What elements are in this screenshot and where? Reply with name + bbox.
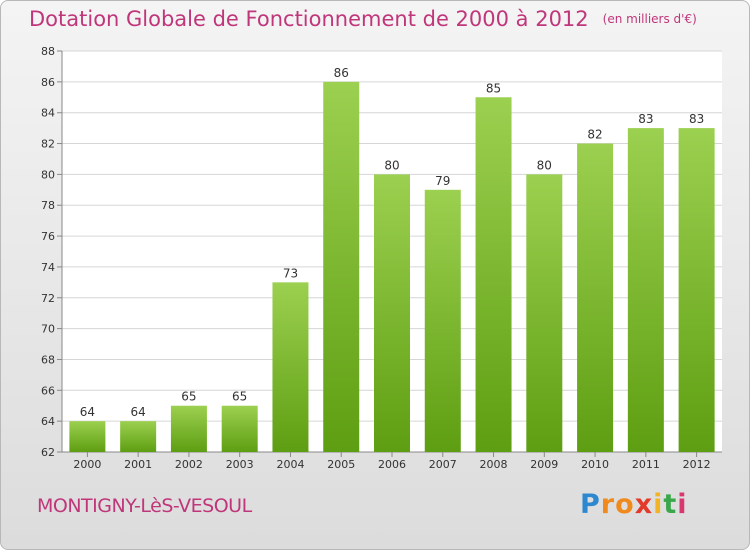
bar bbox=[323, 81, 360, 452]
bar-value-label: 64 bbox=[80, 405, 95, 419]
bar-value-label: 85 bbox=[486, 81, 501, 95]
x-tick-label: 2001 bbox=[124, 458, 152, 471]
logo-letter: t bbox=[663, 489, 678, 520]
bar-value-label: 73 bbox=[283, 266, 298, 280]
chart-title: Dotation Globale de Fonctionnement de 20… bbox=[29, 7, 697, 31]
bar bbox=[120, 421, 157, 452]
x-tick-label: 2011 bbox=[632, 458, 660, 471]
x-tick-label: 2000 bbox=[73, 458, 101, 471]
y-tick-label: 72 bbox=[41, 292, 55, 305]
logo-letter: r bbox=[600, 489, 616, 520]
y-tick-label: 84 bbox=[41, 107, 55, 120]
bar bbox=[424, 189, 461, 453]
x-tick-label: 2012 bbox=[683, 458, 711, 471]
bar-value-label: 80 bbox=[537, 158, 552, 172]
bar-value-label: 64 bbox=[131, 405, 146, 419]
y-tick-label: 64 bbox=[41, 415, 55, 428]
x-tick-label: 2005 bbox=[327, 458, 355, 471]
logo-letter: o bbox=[615, 489, 635, 520]
commune-name: MONTIGNY-LèS-VESOUL bbox=[37, 495, 252, 517]
y-tick-label: 82 bbox=[41, 138, 55, 151]
y-tick-label: 62 bbox=[41, 446, 55, 459]
bar-value-label: 65 bbox=[181, 390, 196, 404]
y-tick-label: 68 bbox=[41, 353, 55, 366]
x-tick-label: 2004 bbox=[276, 458, 304, 471]
y-tick-label: 80 bbox=[41, 168, 55, 181]
bar-value-label: 86 bbox=[334, 66, 349, 80]
bar bbox=[627, 128, 664, 452]
bar bbox=[221, 405, 258, 452]
bar bbox=[577, 143, 614, 453]
bar-value-label: 80 bbox=[384, 158, 399, 172]
x-tick-label: 2008 bbox=[480, 458, 508, 471]
bar bbox=[170, 405, 207, 452]
bar-value-label: 83 bbox=[689, 112, 704, 126]
logo-letter: i bbox=[677, 489, 688, 520]
y-tick-label: 66 bbox=[41, 384, 55, 397]
bar bbox=[678, 128, 715, 452]
x-tick-label: 2002 bbox=[175, 458, 203, 471]
bar bbox=[526, 174, 563, 452]
proxiti-logo: Proxiti bbox=[580, 489, 688, 520]
y-tick-label: 76 bbox=[41, 230, 55, 243]
bar bbox=[475, 97, 512, 453]
logo-letter: x bbox=[634, 489, 654, 520]
y-tick-label: 86 bbox=[41, 76, 55, 89]
logo-letter: P bbox=[580, 489, 601, 520]
bar-value-label: 82 bbox=[587, 128, 602, 142]
x-tick-label: 2009 bbox=[530, 458, 558, 471]
bar bbox=[272, 282, 309, 452]
chart-title-text: Dotation Globale de Fonctionnement de 20… bbox=[29, 7, 589, 31]
y-tick-label: 70 bbox=[41, 323, 55, 336]
x-tick-label: 2006 bbox=[378, 458, 406, 471]
x-tick-label: 2007 bbox=[429, 458, 457, 471]
x-tick-label: 2003 bbox=[226, 458, 254, 471]
bar-value-label: 65 bbox=[232, 390, 247, 404]
bar bbox=[374, 174, 410, 452]
bar-value-label: 83 bbox=[638, 112, 653, 126]
y-tick-label: 88 bbox=[41, 45, 55, 58]
chart-subtitle: (en milliers d'€) bbox=[602, 12, 697, 26]
bar bbox=[69, 421, 106, 452]
x-tick-label: 2010 bbox=[581, 458, 609, 471]
y-tick-label: 78 bbox=[41, 199, 55, 212]
bar-value-label: 79 bbox=[435, 174, 450, 188]
y-tick-label: 74 bbox=[41, 261, 55, 274]
logo-letter: i bbox=[653, 489, 664, 520]
